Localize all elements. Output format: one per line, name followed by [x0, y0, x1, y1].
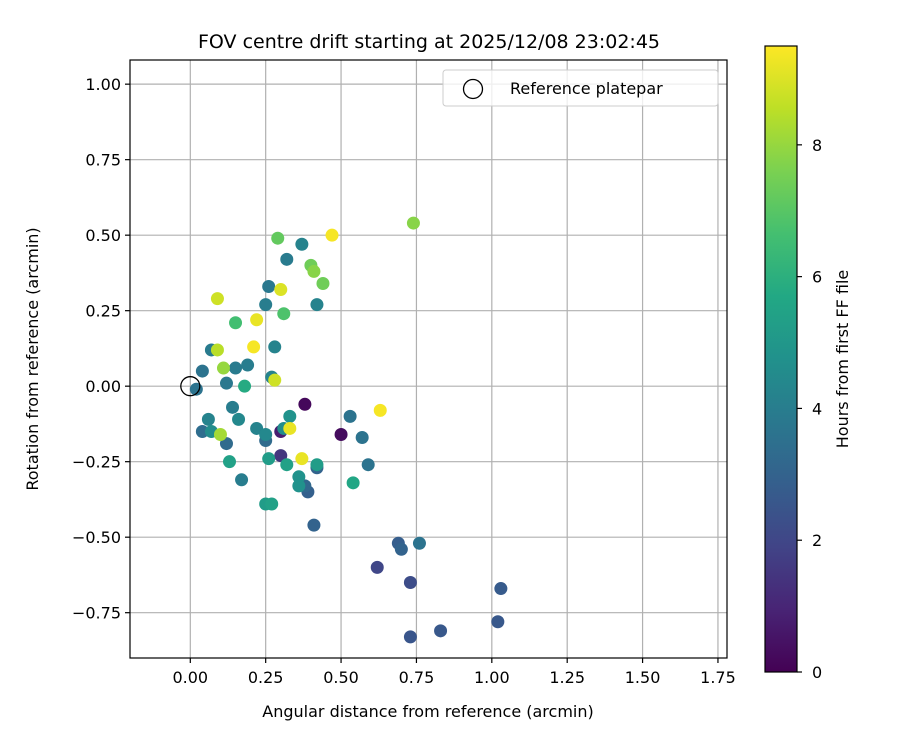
- data-point: [346, 476, 360, 490]
- y-axis-ticks: −0.75 −0.50 −0.25 0.00 0.25 0.50 0.75 1.00: [72, 75, 130, 623]
- reference-point-marker: [180, 376, 201, 397]
- colorbar: 0 2 4 6 8 Hours from first FF file: [764, 45, 852, 682]
- data-point: [434, 624, 448, 638]
- colorbar-label: Hours from first FF file: [833, 270, 852, 449]
- data-point: [283, 409, 297, 423]
- data-point: [406, 216, 420, 230]
- data-point: [226, 400, 240, 414]
- data-point: [235, 473, 249, 487]
- data-point: [274, 283, 288, 297]
- data-point: [271, 231, 285, 245]
- data-point: [268, 373, 282, 387]
- data-point: [403, 575, 417, 589]
- data-point: [195, 364, 209, 378]
- data-point: [268, 340, 282, 354]
- data-point: [280, 458, 294, 472]
- x-axis-ticks: 0.00 0.25 0.50 0.75 1.00 1.25 1.50 1.75: [172, 658, 736, 687]
- data-point: [316, 276, 330, 290]
- x-tick-label: 0.25: [248, 668, 284, 687]
- data-point: [232, 412, 246, 426]
- y-tick-label: 0.50: [85, 226, 121, 245]
- data-point: [216, 361, 230, 375]
- legend-box: [442, 69, 719, 107]
- data-point: [229, 361, 243, 375]
- colorbar-ticks: 0 2 4 6 8: [797, 136, 822, 682]
- legend-marker-icon: [462, 78, 484, 100]
- y-axis-label: Rotation from reference (arcmin): [23, 227, 42, 490]
- x-tick-label: 0.00: [172, 668, 208, 687]
- data-point: [259, 428, 273, 442]
- y-tick-label: −0.25: [72, 453, 121, 472]
- data-point: [210, 343, 224, 357]
- grid: [130, 60, 727, 658]
- colorbar-frame: [764, 45, 798, 673]
- data-point: [370, 560, 384, 574]
- data-point: [310, 298, 324, 312]
- data-point: [201, 412, 215, 426]
- colorbar-gradient: [765, 46, 797, 672]
- data-point: [394, 542, 408, 556]
- x-tick-label: 1.00: [474, 668, 510, 687]
- y-tick-label: 0.25: [85, 302, 121, 321]
- data-point: [298, 397, 312, 411]
- data-point: [229, 316, 243, 330]
- data-point: [259, 298, 273, 312]
- data-point: [280, 252, 294, 266]
- data-point: [223, 455, 236, 469]
- data-point: [334, 428, 348, 442]
- legend-label-reference-platepar: Reference platepar: [510, 79, 663, 98]
- data-point: [295, 237, 309, 251]
- data-point: [325, 228, 339, 242]
- scatter-points: [180, 216, 508, 644]
- x-tick-label: 1.75: [700, 668, 736, 687]
- data-point: [238, 379, 252, 393]
- chart-title: FOV centre drift starting at 2025/12/08 …: [198, 31, 660, 53]
- y-tick-label: 1.00: [85, 75, 121, 94]
- data-point: [295, 452, 309, 466]
- data-point: [355, 431, 369, 445]
- x-tick-label: 1.25: [549, 668, 585, 687]
- plot-frame: [129, 59, 728, 659]
- data-point: [412, 536, 426, 550]
- colorbar-tick-label: 0: [812, 663, 822, 682]
- data-point: [265, 497, 279, 511]
- y-tick-label: 0.00: [85, 377, 121, 396]
- data-point: [210, 292, 224, 306]
- data-point: [292, 470, 306, 484]
- y-tick-label: −0.50: [72, 528, 121, 547]
- data-point: [241, 358, 255, 372]
- legend: Reference platepar: [442, 69, 719, 107]
- data-point: [310, 458, 324, 472]
- data-point: [262, 280, 276, 294]
- colorbar-tick-label: 6: [812, 268, 822, 287]
- data-point: [262, 452, 276, 466]
- data-point: [219, 376, 233, 390]
- data-point: [307, 518, 321, 532]
- data-point: [494, 582, 508, 596]
- data-point: [343, 409, 357, 423]
- data-point: [247, 340, 261, 354]
- colorbar-tick-label: 4: [812, 399, 822, 418]
- colorbar-tick-label: 2: [812, 531, 822, 550]
- data-point: [277, 307, 291, 321]
- data-point: [292, 479, 306, 493]
- data-point: [373, 403, 387, 417]
- x-tick-label: 0.50: [323, 668, 359, 687]
- data-point: [250, 313, 264, 327]
- colorbar-tick-label: 8: [812, 136, 822, 155]
- x-tick-label: 0.75: [399, 668, 435, 687]
- data-point: [195, 424, 209, 438]
- y-tick-label: −0.75: [72, 604, 121, 623]
- data-point: [403, 630, 417, 644]
- data-point: [213, 428, 227, 442]
- x-tick-label: 1.50: [625, 668, 661, 687]
- data-point: [491, 615, 505, 629]
- x-axis-label: Angular distance from reference (arcmin): [262, 702, 593, 721]
- data-point: [307, 264, 321, 278]
- y-tick-label: 0.75: [85, 151, 121, 170]
- data-point: [283, 421, 297, 435]
- data-point: [361, 458, 375, 472]
